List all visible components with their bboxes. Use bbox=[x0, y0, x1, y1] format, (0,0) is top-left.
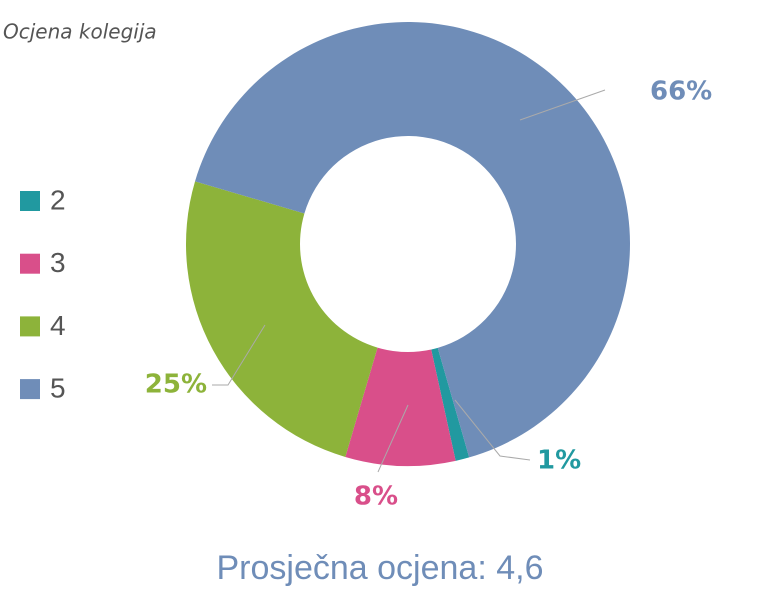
legend-label: 4 bbox=[50, 310, 66, 341]
chart-title: Ocjena kolegija bbox=[3, 20, 157, 44]
legend-label: 3 bbox=[50, 247, 66, 278]
legend-swatch bbox=[20, 379, 40, 400]
data-label: 1% bbox=[537, 446, 581, 476]
leader-line bbox=[212, 324, 266, 386]
legend-swatch bbox=[20, 253, 40, 274]
footer: Prosječna ocjena: 4,6 bbox=[217, 549, 544, 587]
leader-line bbox=[519, 89, 606, 121]
donut-slice bbox=[345, 347, 456, 467]
leader-line bbox=[377, 404, 409, 473]
legend-label: 2 bbox=[50, 184, 66, 215]
legend-swatch bbox=[20, 191, 40, 211]
donut-slice bbox=[195, 22, 631, 458]
legend-swatch bbox=[20, 316, 40, 337]
data-label: 8% bbox=[354, 482, 398, 512]
donut-slice bbox=[431, 347, 470, 461]
leader-line bbox=[454, 399, 531, 461]
data-label: 66% bbox=[650, 77, 712, 107]
legend-label: 5 bbox=[50, 372, 66, 403]
data-label: 25% bbox=[145, 370, 207, 400]
donut-slice bbox=[185, 181, 378, 457]
